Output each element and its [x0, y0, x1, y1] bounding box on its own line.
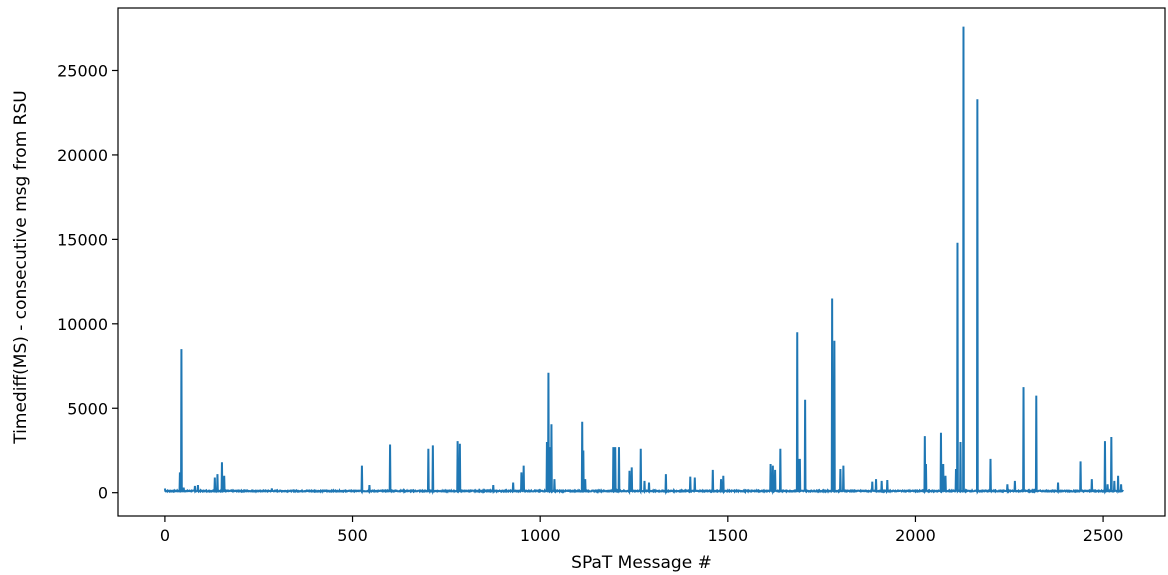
y-tick-label: 15000	[57, 230, 108, 249]
plot-frame	[117, 7, 1166, 517]
y-tick-label: 25000	[57, 61, 108, 80]
x-tick-label: 0	[160, 526, 170, 545]
x-tick-label: 500	[337, 526, 368, 545]
x-axis-ticks: 0 500 1000 1500 2000 2500	[160, 516, 1124, 545]
y-tick-label: 20000	[57, 146, 108, 165]
y-axis-label: Timediff(MS) - consecutive msg from RSU	[11, 90, 31, 444]
x-tick-label: 2000	[895, 526, 936, 545]
x-tick-label: 1000	[520, 526, 561, 545]
y-tick-label: 5000	[67, 399, 108, 418]
plot-area	[163, 26, 1124, 496]
x-tick-label: 2500	[1083, 526, 1124, 545]
y-tick-label: 0	[98, 484, 108, 503]
x-axis-label: SPaT Message #	[571, 553, 712, 573]
y-tick-label: 10000	[57, 315, 108, 334]
series-line	[163, 26, 1124, 496]
y-axis-ticks: 0 5000 10000 15000 20000 25000	[57, 61, 118, 503]
x-tick-label: 1500	[707, 526, 748, 545]
